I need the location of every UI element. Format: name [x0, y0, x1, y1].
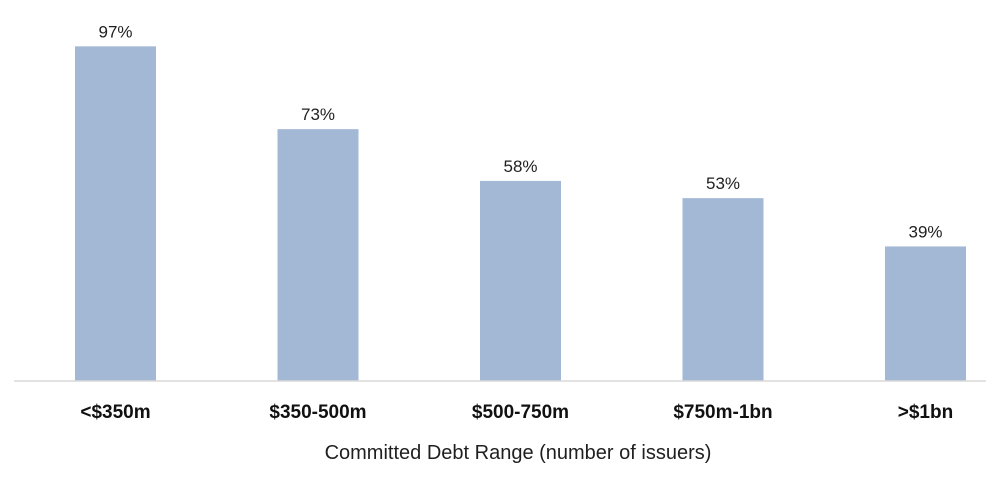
- x-axis-title: Committed Debt Range (number of issuers): [325, 442, 712, 464]
- category-label: $750m-1bn: [673, 402, 772, 423]
- bar: [480, 180, 561, 381]
- bar-value-label: 58%: [503, 157, 537, 176]
- bar-value-label: 39%: [908, 222, 942, 241]
- bars-group: [75, 46, 966, 381]
- bar: [75, 46, 156, 381]
- value-labels-group: 97% 73% 58% 53% 39%: [98, 22, 942, 241]
- category-labels-group: <$350m $350-500m $500-750m $750m-1bn >$1bn: [80, 402, 953, 423]
- category-label: >$1bn: [898, 402, 953, 423]
- bar: [682, 198, 764, 381]
- bar-value-label: 73%: [301, 105, 335, 124]
- bar: [885, 246, 966, 381]
- category-label: <$350m: [80, 402, 150, 423]
- bar: [277, 129, 359, 381]
- bar-value-label: 53%: [706, 174, 740, 193]
- category-label: $350-500m: [269, 402, 366, 423]
- bar-value-label: 97%: [98, 22, 132, 41]
- category-label: $500-750m: [472, 402, 569, 423]
